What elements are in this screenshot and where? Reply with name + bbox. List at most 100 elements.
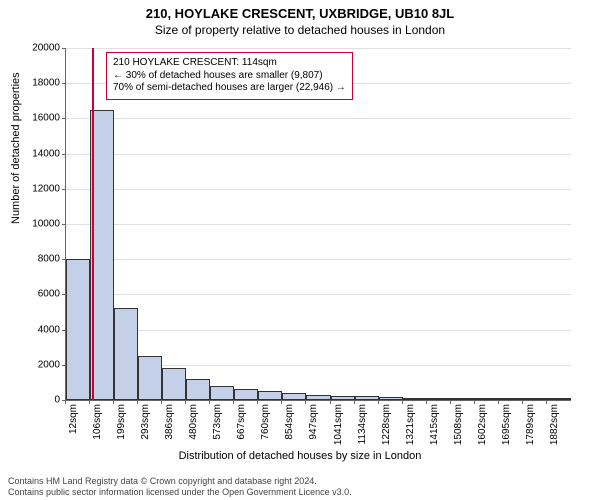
xtick-mark <box>209 400 210 404</box>
xtick-mark <box>354 400 355 404</box>
xtick-mark <box>378 400 379 404</box>
xtick-mark <box>137 400 138 404</box>
xtick-mark <box>233 400 234 404</box>
ytick-label: 12000 <box>20 183 60 194</box>
xtick-label: 760sqm <box>260 404 271 440</box>
gridline <box>66 224 571 225</box>
gridline <box>66 48 571 49</box>
histogram-bar <box>547 398 571 400</box>
histogram-bar <box>306 395 330 400</box>
xtick-label: 1134sqm <box>357 404 368 444</box>
xtick-label: 1508sqm <box>453 404 464 445</box>
xtick-label: 667sqm <box>236 404 247 440</box>
gridline <box>66 154 571 155</box>
xtick-mark <box>161 400 162 404</box>
histogram-bar <box>138 356 162 400</box>
xtick-mark <box>402 400 403 404</box>
histogram-bar <box>499 398 523 400</box>
xtick-mark <box>426 400 427 404</box>
annotation-line2: ← 30% of detached houses are smaller (9,… <box>113 70 346 83</box>
ytick-mark <box>62 154 66 155</box>
xtick-mark <box>185 400 186 404</box>
histogram-bar <box>331 396 355 400</box>
gridline <box>66 330 571 331</box>
xtick-label: 1041sqm <box>333 404 344 445</box>
xtick-label: 1789sqm <box>525 404 536 445</box>
xtick-mark <box>113 400 114 404</box>
histogram-bar <box>282 393 306 400</box>
plot-region: 210 HOYLAKE CRESCENT: 114sqm ← 30% of de… <box>65 48 571 401</box>
title-sub: Size of property relative to detached ho… <box>0 21 600 37</box>
x-axis-label: Distribution of detached houses by size … <box>0 450 600 462</box>
xtick-mark <box>522 400 523 404</box>
histogram-bar <box>451 398 475 400</box>
xtick-label: 1695sqm <box>501 404 512 445</box>
title-main: 210, HOYLAKE CRESCENT, UXBRIDGE, UB10 8J… <box>0 0 600 21</box>
ytick-label: 6000 <box>20 289 60 300</box>
annotation-line3: 70% of semi-detached houses are larger (… <box>113 82 346 95</box>
xtick-mark <box>89 400 90 404</box>
ytick-label: 10000 <box>20 219 60 230</box>
annotation-box: 210 HOYLAKE CRESCENT: 114sqm ← 30% of de… <box>106 52 353 100</box>
histogram-bar <box>379 397 403 400</box>
chart-area: 210 HOYLAKE CRESCENT: 114sqm ← 30% of de… <box>65 48 570 400</box>
xtick-label: 480sqm <box>188 404 199 440</box>
xtick-label: 1321sqm <box>405 404 416 445</box>
histogram-bar <box>162 368 186 400</box>
property-marker-line <box>92 48 94 400</box>
ytick-mark <box>62 224 66 225</box>
footer-line1: Contains HM Land Registry data © Crown c… <box>8 476 352 487</box>
annotation-line1: 210 HOYLAKE CRESCENT: 114sqm <box>113 57 346 70</box>
xtick-label: 854sqm <box>284 404 295 440</box>
histogram-bar <box>114 308 138 400</box>
histogram-bar <box>355 396 379 400</box>
xtick-label: 1602sqm <box>477 404 488 445</box>
gridline <box>66 189 571 190</box>
xtick-label: 293sqm <box>140 404 151 440</box>
ytick-mark <box>62 48 66 49</box>
xtick-mark <box>305 400 306 404</box>
xtick-mark <box>257 400 258 404</box>
gridline <box>66 294 571 295</box>
ytick-label: 2000 <box>20 359 60 370</box>
ytick-label: 4000 <box>20 324 60 335</box>
histogram-bar <box>186 379 210 400</box>
ytick-label: 0 <box>20 395 60 406</box>
gridline <box>66 118 571 119</box>
xtick-label: 199sqm <box>116 404 127 440</box>
xtick-mark <box>474 400 475 404</box>
xtick-mark <box>330 400 331 404</box>
histogram-bar <box>427 398 451 400</box>
ytick-label: 16000 <box>20 113 60 124</box>
histogram-bar <box>475 398 499 400</box>
histogram-bar <box>210 386 234 400</box>
histogram-bar <box>523 398 547 400</box>
ytick-label: 18000 <box>20 78 60 89</box>
histogram-bar <box>403 398 427 400</box>
xtick-mark <box>450 400 451 404</box>
ytick-mark <box>62 83 66 84</box>
ytick-label: 20000 <box>20 43 60 54</box>
footer-line2: Contains public sector information licen… <box>8 487 352 498</box>
xtick-label: 386sqm <box>164 404 175 440</box>
ytick-label: 8000 <box>20 254 60 265</box>
chart-container: 210, HOYLAKE CRESCENT, UXBRIDGE, UB10 8J… <box>0 0 600 500</box>
ytick-mark <box>62 118 66 119</box>
xtick-label: 947sqm <box>308 404 319 440</box>
xtick-label: 1415sqm <box>429 404 440 445</box>
xtick-label: 1228sqm <box>381 404 392 445</box>
xtick-label: 573sqm <box>212 404 223 440</box>
xtick-mark <box>498 400 499 404</box>
xtick-mark <box>546 400 547 404</box>
xtick-label: 12sqm <box>68 404 79 434</box>
histogram-bar <box>258 391 282 400</box>
ytick-label: 14000 <box>20 148 60 159</box>
xtick-mark <box>281 400 282 404</box>
histogram-bar <box>234 389 258 400</box>
xtick-label: 1882sqm <box>549 404 560 445</box>
footer: Contains HM Land Registry data © Crown c… <box>8 476 352 498</box>
ytick-mark <box>62 189 66 190</box>
gridline <box>66 259 571 260</box>
xtick-label: 106sqm <box>92 404 103 440</box>
histogram-bar <box>66 259 90 400</box>
